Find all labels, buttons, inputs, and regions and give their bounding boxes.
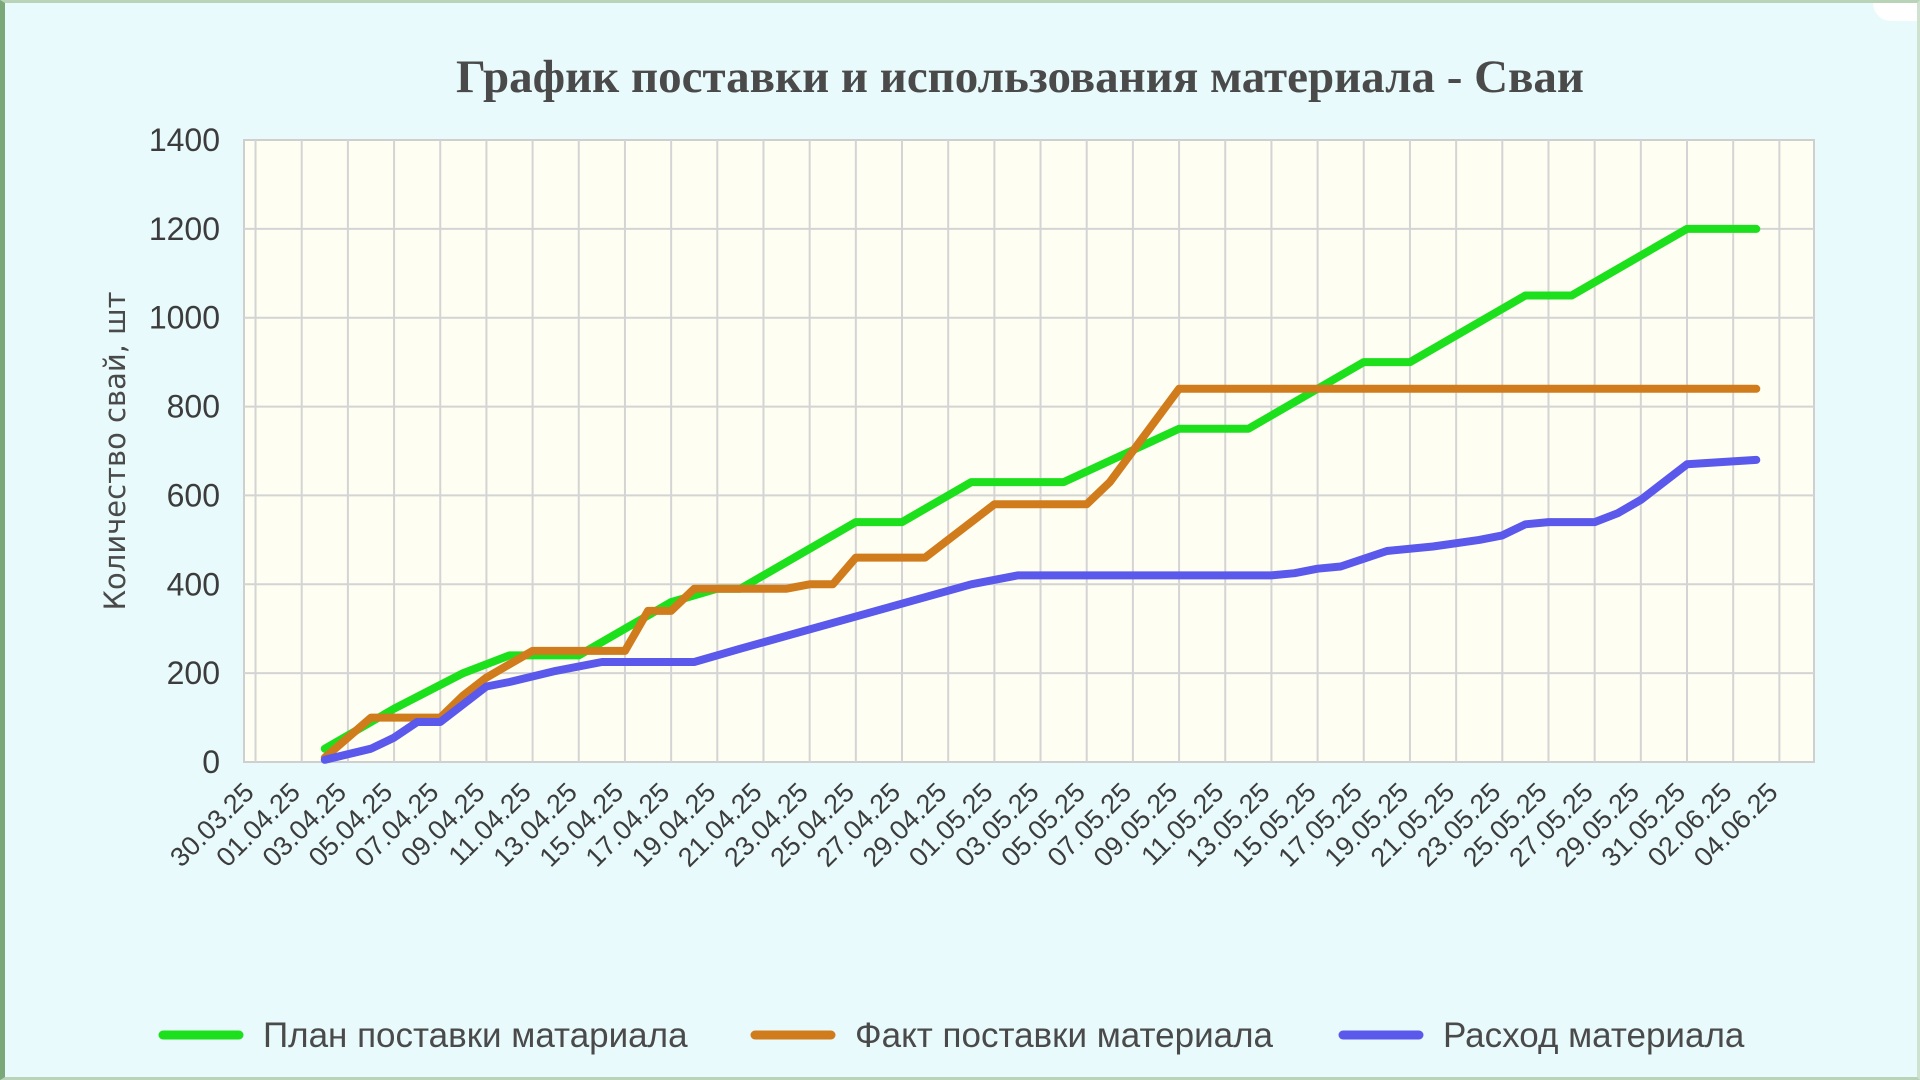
x-axis: 30.03.2501.04.2503.04.2505.04.2507.04.25… xyxy=(164,777,1783,873)
series-line-3 xyxy=(320,455,1761,764)
y-tick-label: 1200 xyxy=(149,211,220,247)
series-group xyxy=(320,224,1761,764)
y-tick-label: 1000 xyxy=(149,300,220,336)
series-line-2 xyxy=(320,384,1761,762)
y-tick-label: 200 xyxy=(167,655,220,691)
y-tick-label: 400 xyxy=(167,566,220,602)
y-tick-label: 600 xyxy=(167,477,220,513)
grid xyxy=(244,140,1814,762)
y-tick-label: 800 xyxy=(167,389,220,425)
y-axis-title: Количество свай, шт xyxy=(98,291,132,610)
legend-label-3: Расход материала xyxy=(1443,1016,1745,1055)
legend-label-2: Факт поставки материала xyxy=(855,1016,1274,1055)
chart-title: График поставки и использования материал… xyxy=(456,51,1584,103)
legend-label-1: План поставки матариала xyxy=(263,1016,688,1055)
y-tick-label: 0 xyxy=(202,744,220,780)
y-tick-label: 1400 xyxy=(149,122,220,158)
legend: План поставки матариала Факт поставки мат… xyxy=(158,1016,1745,1055)
y-axis: 0 200 400 600 800 1000 1200 1400 xyxy=(149,122,220,780)
